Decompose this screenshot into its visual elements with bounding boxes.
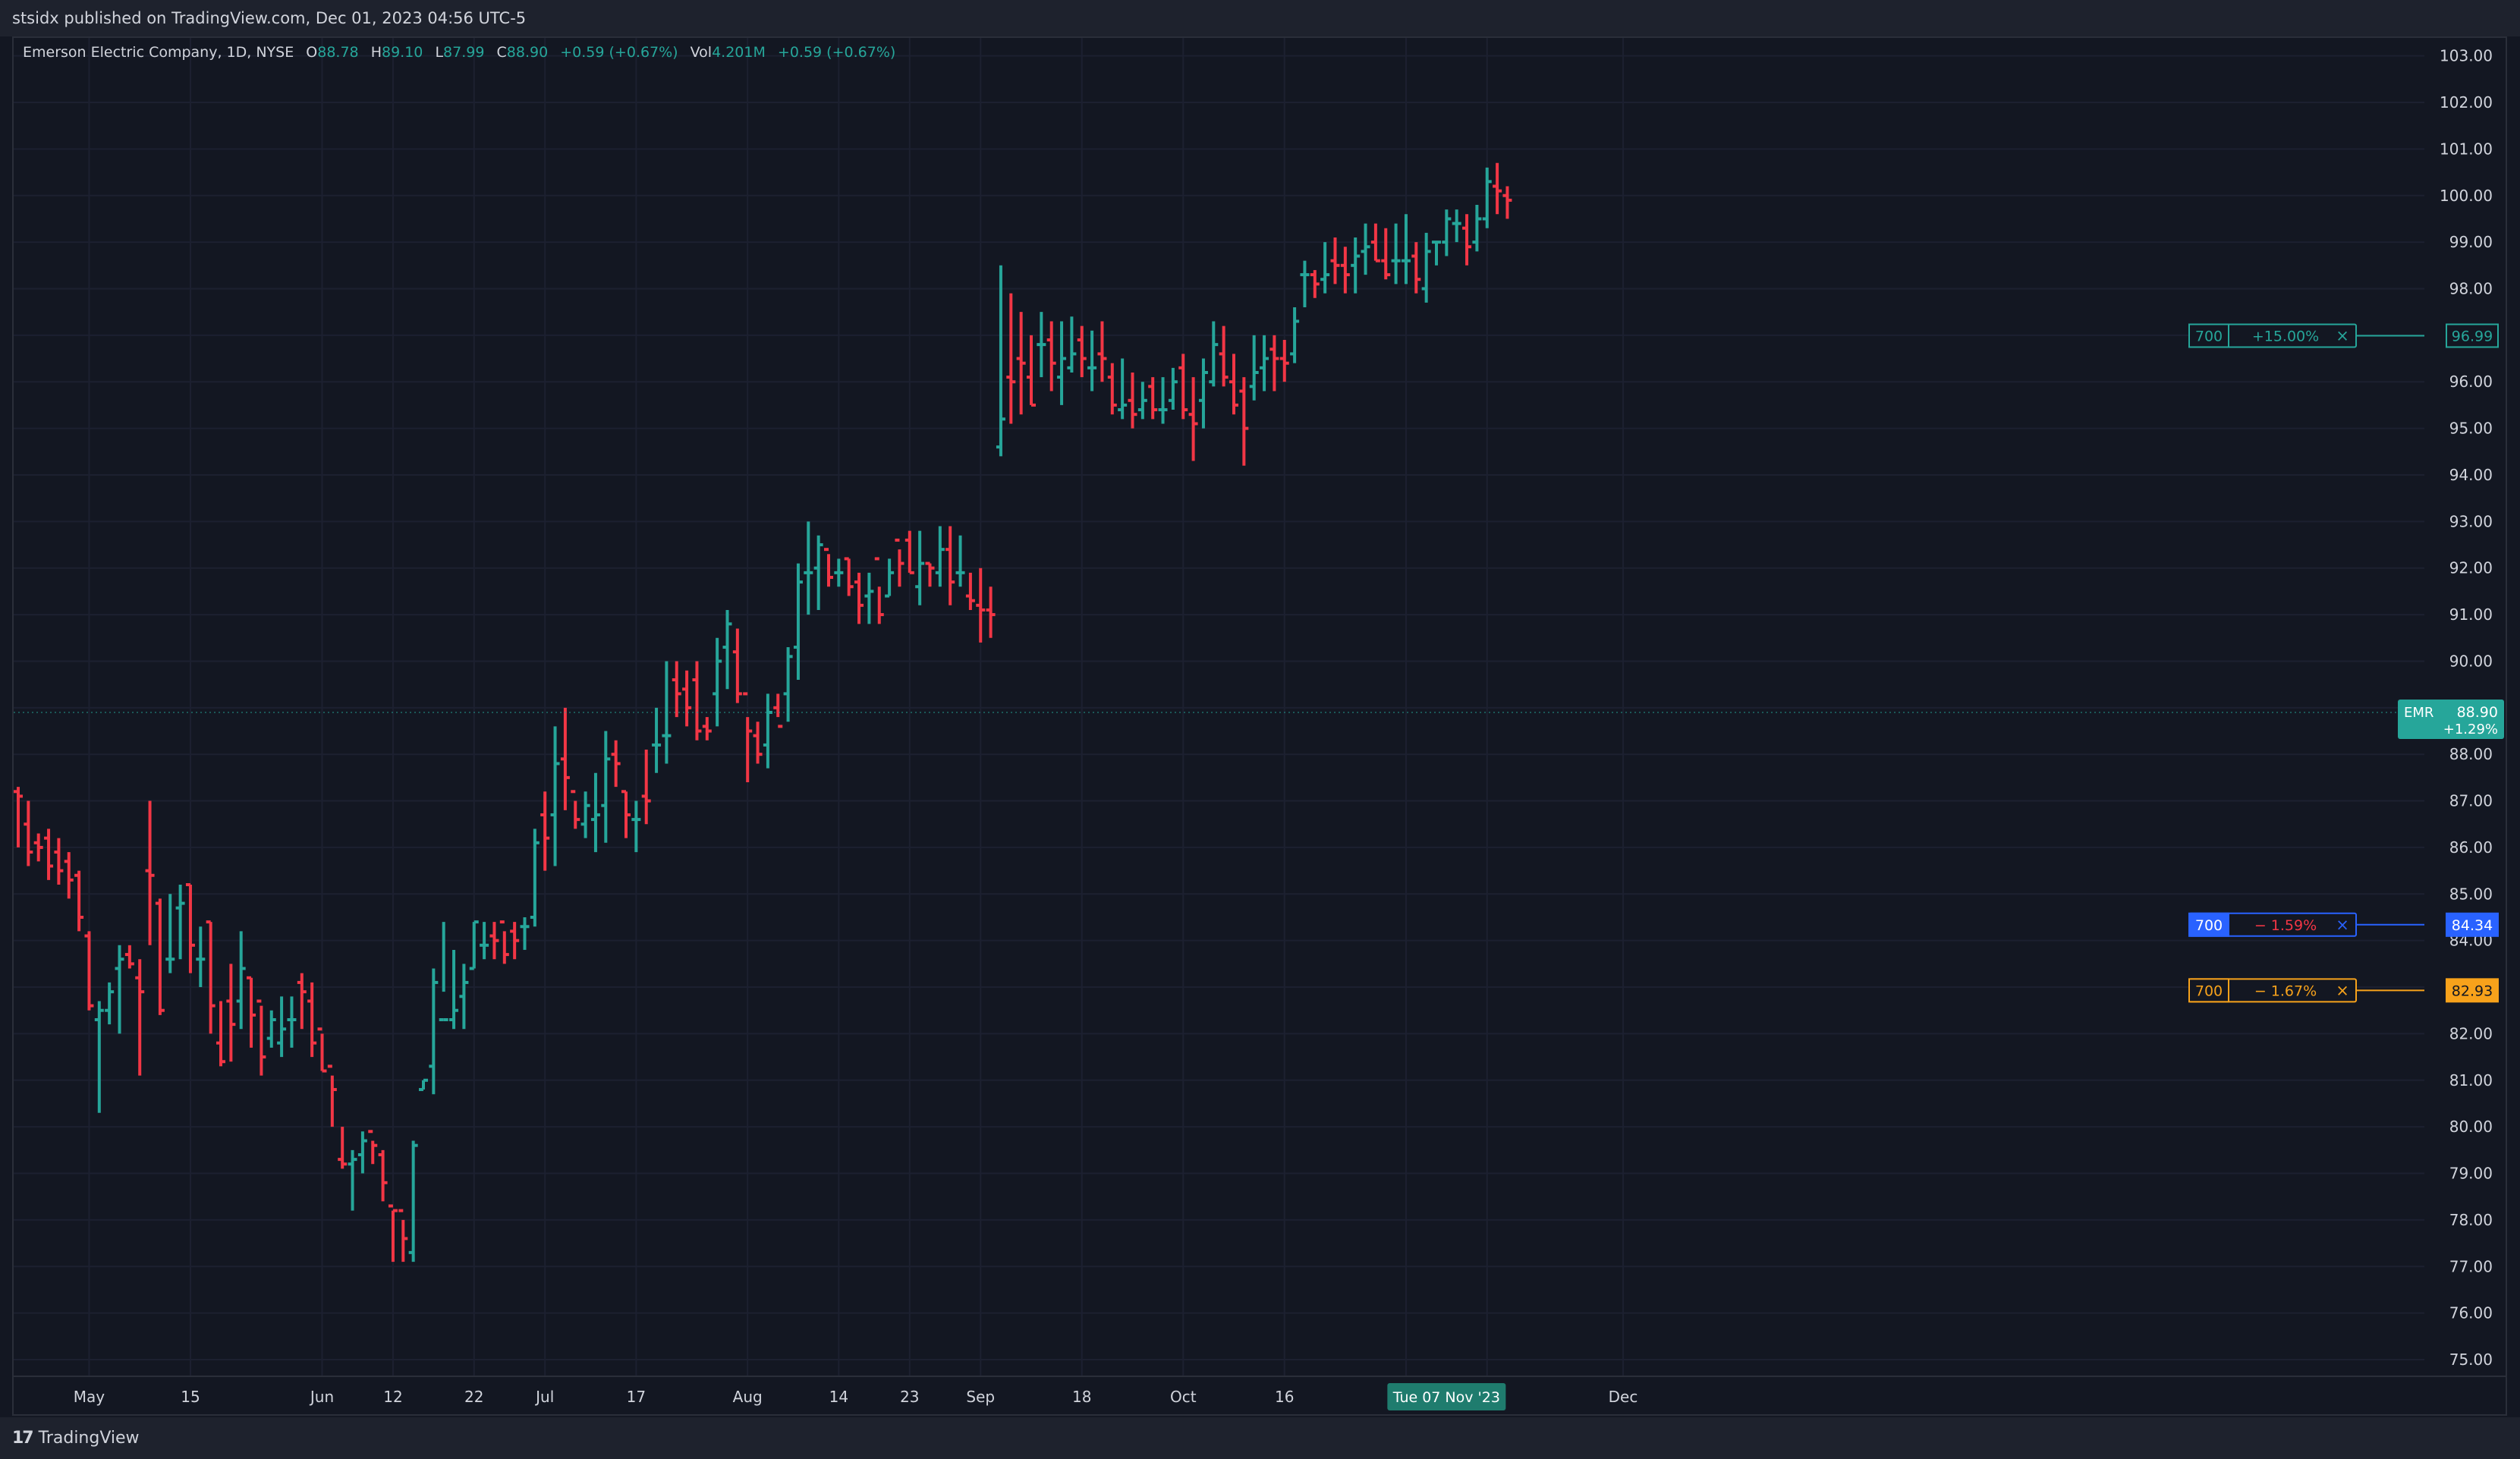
y-tick-label: 85.00 bbox=[2449, 885, 2493, 903]
legend-volume-change: +0.59 (+0.67%) bbox=[777, 44, 896, 61]
y-tick-label: 87.00 bbox=[2449, 792, 2493, 810]
order-close-icon[interactable]: × bbox=[2336, 981, 2349, 999]
order-price-value: 82.93 bbox=[2452, 983, 2493, 999]
legend-high-label: H bbox=[370, 44, 382, 61]
y-tick-label: 91.00 bbox=[2449, 605, 2493, 624]
x-tick-label: 16 bbox=[1275, 1388, 1294, 1406]
chart-frame bbox=[12, 36, 2507, 1416]
order-price-badge bbox=[2446, 912, 2499, 937]
y-tick-label: 75.00 bbox=[2449, 1351, 2493, 1369]
legend-low-value: 87.99 bbox=[443, 44, 485, 61]
y-tick-label: 96.00 bbox=[2449, 373, 2493, 391]
order-close-icon[interactable]: × bbox=[2336, 326, 2349, 344]
y-tick-label: 88.00 bbox=[2449, 745, 2493, 763]
y-tick-label: 102.00 bbox=[2440, 93, 2493, 112]
order-quantity: 700 bbox=[2195, 983, 2223, 999]
legend-volume-label: Vol bbox=[690, 44, 713, 61]
y-tick-label: 103.00 bbox=[2440, 47, 2493, 65]
x-tick-label: Aug bbox=[733, 1388, 763, 1406]
order-close-icon[interactable]: × bbox=[2336, 916, 2349, 934]
legend-high-value: 89.10 bbox=[381, 44, 423, 61]
y-tick-label: 92.00 bbox=[2449, 559, 2493, 577]
x-tick-label: Sep bbox=[966, 1388, 995, 1406]
x-tick-label: 12 bbox=[383, 1388, 402, 1406]
legend-change: +0.59 (+0.67%) bbox=[560, 44, 678, 61]
y-tick-label: 95.00 bbox=[2449, 420, 2493, 438]
order-percent: − 1.59% bbox=[2254, 917, 2317, 934]
x-tick-label: 18 bbox=[1072, 1388, 1091, 1406]
legend-low-label: L bbox=[435, 44, 444, 61]
crosshair-date-badge bbox=[1387, 1383, 1506, 1410]
y-tick-label: 100.00 bbox=[2440, 187, 2493, 205]
y-tick-label: 93.00 bbox=[2449, 512, 2493, 530]
y-tick-label: 79.00 bbox=[2449, 1165, 2493, 1183]
legend-volume-value: 4.201M bbox=[712, 44, 766, 61]
crosshair-date-label: Tue 07 Nov '23 bbox=[1392, 1389, 1500, 1406]
y-tick-label: 94.00 bbox=[2449, 466, 2493, 484]
legend-open-label: O bbox=[306, 44, 318, 61]
x-tick-label: Dec bbox=[1609, 1388, 1638, 1406]
y-tick-label: 90.00 bbox=[2449, 652, 2493, 670]
order-price-value: 96.99 bbox=[2452, 328, 2493, 344]
order-qty-box[interactable] bbox=[2188, 978, 2229, 1003]
y-tick-label: 98.00 bbox=[2449, 279, 2493, 297]
order-percent: − 1.67% bbox=[2254, 983, 2317, 999]
tradingview-logo-text: TradingView bbox=[38, 1428, 140, 1448]
y-tick-label: 78.00 bbox=[2449, 1211, 2493, 1229]
x-tick-label: 23 bbox=[900, 1388, 919, 1406]
bottom-bar: 17 TradingView bbox=[0, 1417, 2520, 1459]
x-tick-label: Jul bbox=[534, 1388, 554, 1406]
x-tick-label: 15 bbox=[181, 1388, 200, 1406]
x-tick-label: Jun bbox=[309, 1388, 334, 1406]
y-tick-label: 80.00 bbox=[2449, 1118, 2493, 1136]
y-tick-label: 76.00 bbox=[2449, 1304, 2493, 1322]
legend-close-value: 88.90 bbox=[506, 44, 549, 61]
last-price-value: 88.90 bbox=[2457, 704, 2498, 721]
order-price-badge bbox=[2446, 323, 2499, 348]
y-tick-label: 82.00 bbox=[2449, 1024, 2493, 1042]
legend-close-label: C bbox=[496, 44, 507, 61]
x-tick-label: May bbox=[74, 1388, 105, 1406]
x-tick-label: 22 bbox=[464, 1388, 483, 1406]
order-qty-box[interactable] bbox=[2188, 323, 2229, 348]
last-price-symbol: EMR bbox=[2404, 705, 2433, 721]
y-tick-label: 77.00 bbox=[2449, 1257, 2493, 1275]
x-tick-label: 14 bbox=[829, 1388, 848, 1406]
ohlc-legend: Emerson Electric Company, 1D, NYSE O88.7… bbox=[23, 44, 895, 61]
tradingview-logo[interactable]: 17 TradingView bbox=[12, 1425, 140, 1451]
order-quantity: 700 bbox=[2195, 917, 2223, 934]
y-tick-label: 99.00 bbox=[2449, 233, 2493, 251]
order-quantity: 700 bbox=[2195, 328, 2223, 344]
order-percent: +15.00% bbox=[2252, 328, 2319, 344]
legend-open-value: 88.78 bbox=[317, 44, 359, 61]
y-tick-label: 81.00 bbox=[2449, 1071, 2493, 1090]
order-price-badge bbox=[2446, 978, 2499, 1003]
y-tick-label: 101.00 bbox=[2440, 140, 2493, 158]
order-qty-box[interactable] bbox=[2188, 912, 2229, 937]
x-tick-label: Oct bbox=[1170, 1388, 1197, 1406]
tradingview-logo-icon: 17 bbox=[12, 1428, 34, 1448]
y-tick-label: 86.00 bbox=[2449, 838, 2493, 857]
last-price-change: +1.29% bbox=[2443, 722, 2498, 737]
x-tick-label: 17 bbox=[627, 1388, 646, 1406]
legend-title: Emerson Electric Company, 1D, NYSE bbox=[23, 44, 294, 61]
top-bar: stsidx published on TradingView.com, Dec… bbox=[0, 0, 2520, 36]
order-price-value: 84.34 bbox=[2452, 917, 2493, 934]
published-text: stsidx published on TradingView.com, Dec… bbox=[12, 9, 527, 27]
last-price-badge bbox=[2398, 699, 2504, 739]
